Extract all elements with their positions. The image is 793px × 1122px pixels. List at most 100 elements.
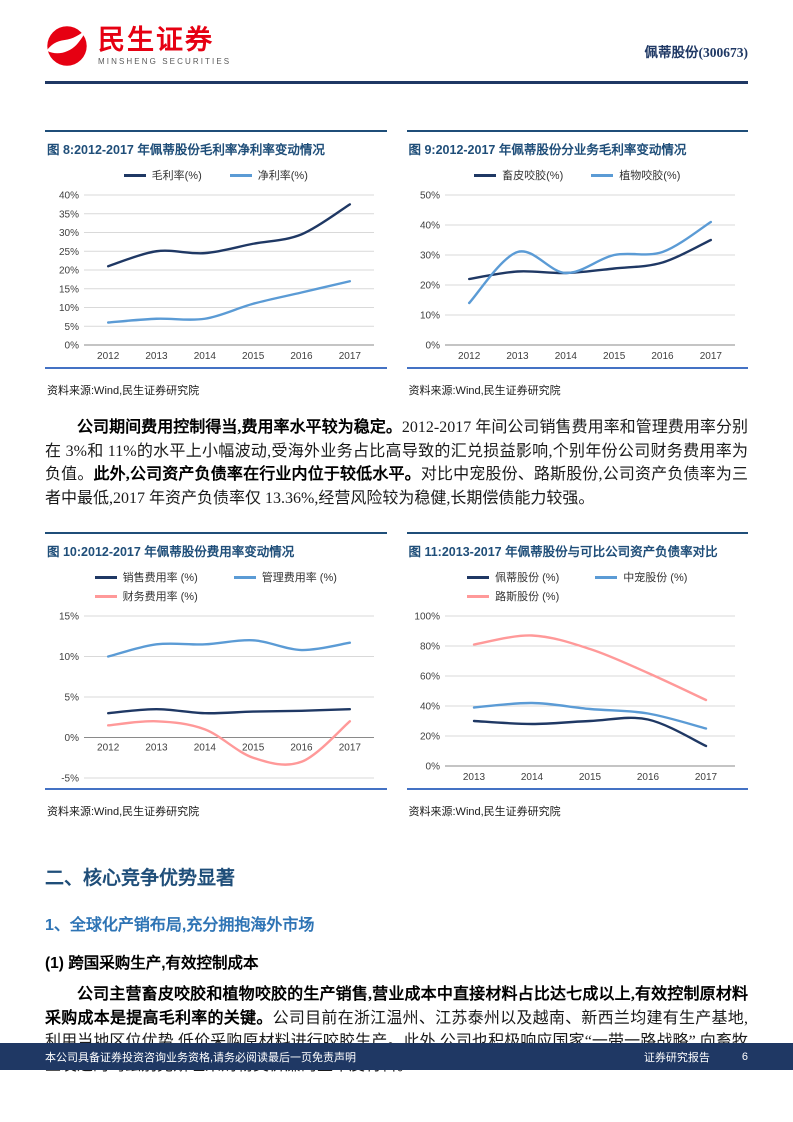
legend-line-swatch bbox=[467, 575, 490, 579]
chart-legend: 畜皮咬胶(%) 植物咬胶(%) bbox=[407, 165, 749, 185]
svg-text:50%: 50% bbox=[420, 191, 440, 202]
svg-text:2016: 2016 bbox=[290, 351, 313, 362]
line-chart: -5% 0% 5% 10% 15% 2012 2013 2014 2015 2016 2017 bbox=[59, 612, 374, 785]
legend-label: 销售费用率 (%) bbox=[122, 572, 198, 584]
svg-text:2014: 2014 bbox=[193, 351, 216, 362]
minsheng-logo: 民生证券 MINSHENG SECURITIES bbox=[45, 24, 231, 68]
logo-en-text: MINSHENG SECURITIES bbox=[98, 57, 232, 67]
svg-text:2014: 2014 bbox=[521, 772, 544, 783]
svg-text:2013: 2013 bbox=[145, 743, 168, 754]
svg-text:2014: 2014 bbox=[555, 351, 578, 362]
line-chart: 0% 20% 40% 60% 80% 100% 2013 2014 2015 2016 2017 bbox=[415, 612, 736, 783]
legend-label: 中宠股份 (%) bbox=[623, 572, 688, 584]
legend-item: 中宠股份 (%) bbox=[595, 569, 687, 585]
figure-9: 图 9:2012-2017 年佩蒂股份分业务毛利率变动情况 畜皮咬胶(%) 植物咬… bbox=[406, 130, 749, 398]
svg-text:2012: 2012 bbox=[458, 351, 481, 362]
legend-line-swatch bbox=[233, 575, 256, 579]
x-tick-labels: 2012 2013 2014 2015 2016 2017 bbox=[458, 351, 722, 362]
gridlines bbox=[83, 194, 374, 346]
subsubsection-heading: (1) 跨国采购生产,有效控制成本 bbox=[45, 955, 259, 972]
logo-cn-text: 民生证券 bbox=[98, 24, 214, 55]
svg-text:2015: 2015 bbox=[242, 351, 265, 362]
legend-label: 植物咬胶(%) bbox=[619, 170, 681, 182]
logo-text: 民生证券 MINSHENG SECURITIES bbox=[98, 24, 232, 67]
svg-text:15%: 15% bbox=[59, 612, 79, 623]
legend-label: 管理费用率 (%) bbox=[261, 572, 337, 584]
text: 对比中宠股份、路斯股份,公司资产负债率为三者中最低,2017 年资产负债率仅 1… bbox=[45, 466, 748, 507]
chart-title: 图 10:2012-2017 年佩蒂股份费用率变动情况 bbox=[47, 545, 295, 559]
chart-legend: 毛利率(%) 净利率(%) bbox=[45, 165, 387, 185]
chart-source: 资料来源:Wind,民生证券研究院 bbox=[408, 385, 561, 397]
legend-line-swatch bbox=[474, 173, 497, 177]
header-rule bbox=[45, 81, 748, 84]
section-heading: 二、核心竞争优势显著 bbox=[45, 868, 236, 889]
footer-right: 证券研究报告 6 bbox=[644, 1049, 748, 1065]
legend-line-swatch bbox=[229, 173, 252, 177]
svg-text:2015: 2015 bbox=[579, 772, 602, 783]
line-chart: 0%5%10%15%20%25%30%35%40%2012 2013 2014 201… bbox=[59, 191, 374, 362]
chart-box: 图 9:2012-2017 年佩蒂股份分业务毛利率变动情况 畜皮咬胶(%) 植物咬… bbox=[406, 130, 749, 369]
chart-title: 图 11:2013-2017 年佩蒂股份与可比公司资产负债率对比 bbox=[408, 545, 718, 559]
chart-box: 图 11:2013-2017 年佩蒂股份与可比公司资产负债率对比 佩蒂股份 (%… bbox=[406, 532, 748, 790]
legend-label: 佩蒂股份 (%) bbox=[495, 572, 560, 584]
report-header: 民生证券 MINSHENG SECURITIES 佩蒂股份(300673) bbox=[0, 0, 793, 68]
legend-label: 财务费用率 (%) bbox=[122, 591, 198, 603]
legend-item: 净利率(%) bbox=[229, 167, 308, 183]
svg-text:20%: 20% bbox=[420, 732, 440, 743]
svg-text:2017: 2017 bbox=[695, 772, 718, 783]
chart-source: 资料来源:Wind,民生证券研究院 bbox=[47, 385, 200, 397]
page-footer: 本公司具备证券投资咨询业务资格,请务必阅读最后一页免责声明 证券研究报告 6 bbox=[0, 1043, 793, 1070]
svg-text:5%: 5% bbox=[64, 693, 79, 704]
legend-label: 毛利率(%) bbox=[151, 170, 202, 182]
chart-box: 图 10:2012-2017 年佩蒂股份费用率变动情况 销售费用率 (%) 管理费… bbox=[45, 532, 387, 790]
legend-line-swatch bbox=[94, 594, 117, 598]
chart-legend: 销售费用率 (%) 管理费用率 (%) 财务费用率 (%) bbox=[45, 567, 387, 606]
svg-text:10%: 10% bbox=[420, 311, 440, 322]
legend-item: 路斯股份 (%) bbox=[467, 588, 559, 604]
footer-disclaimer: 本公司具备证券投资咨询业务资格,请务必阅读最后一页免责声明 bbox=[45, 1051, 357, 1064]
svg-text:25%: 25% bbox=[59, 247, 79, 258]
svg-text:2013: 2013 bbox=[507, 351, 530, 362]
svg-text:40%: 40% bbox=[420, 221, 440, 232]
legend-line-swatch bbox=[467, 594, 490, 598]
legend-line-swatch bbox=[591, 173, 614, 177]
chart-box: 图 8:2012-2017 年佩蒂股份毛利率净利率变动情况 毛利率(%) 净利率(… bbox=[45, 130, 387, 369]
svg-text:2016: 2016 bbox=[290, 743, 313, 754]
line-chart: 0%10%20%30%40%50%2012 2013 2014 2015 2016 201… bbox=[420, 191, 736, 362]
svg-text:30%: 30% bbox=[420, 251, 440, 262]
charts-row-1: 图 8:2012-2017 年佩蒂股份毛利率净利率变动情况 毛利率(%) 净利率(… bbox=[45, 130, 748, 398]
svg-text:20%: 20% bbox=[420, 281, 440, 292]
figure-8: 图 8:2012-2017 年佩蒂股份毛利率净利率变动情况 毛利率(%) 净利率(… bbox=[45, 130, 387, 398]
svg-text:2017: 2017 bbox=[338, 743, 361, 754]
x-tick-labels: 2012 2013 2014 2015 2016 2017 bbox=[97, 351, 361, 362]
stock-name: 佩蒂股份(300673) bbox=[644, 45, 749, 60]
svg-text:30%: 30% bbox=[59, 228, 79, 239]
series-lines bbox=[106, 203, 351, 324]
svg-text:10%: 10% bbox=[59, 652, 79, 663]
text-bold: 公司主营畜皮咬胶和植物咬胶的生产销售,营业成本中直接材料占比达七成以上,有效控制… bbox=[45, 986, 748, 1027]
svg-text:0%: 0% bbox=[64, 733, 79, 744]
svg-text:2012: 2012 bbox=[97, 743, 120, 754]
svg-text:40%: 40% bbox=[420, 702, 440, 713]
minsheng-logo-icon bbox=[46, 26, 87, 66]
gridlines bbox=[83, 615, 374, 779]
svg-text:0%: 0% bbox=[426, 762, 441, 773]
svg-text:80%: 80% bbox=[420, 642, 440, 653]
svg-text:2016: 2016 bbox=[652, 351, 675, 362]
figure-10: 图 10:2012-2017 年佩蒂股份费用率变动情况 销售费用率 (%) 管理费… bbox=[45, 532, 387, 819]
x-tick-labels: 2012 2013 2014 2015 2016 2017 bbox=[97, 743, 361, 754]
legend-item: 毛利率(%) bbox=[123, 167, 202, 183]
gridlines bbox=[445, 615, 736, 767]
legend-item: 佩蒂股份 (%) bbox=[467, 569, 559, 585]
svg-text:15%: 15% bbox=[59, 284, 79, 295]
svg-text:-5%: -5% bbox=[61, 774, 79, 785]
y-tick-labels: -5% 0% 5% 10% 15% bbox=[59, 612, 79, 785]
svg-text:20%: 20% bbox=[59, 266, 79, 277]
svg-text:2017: 2017 bbox=[700, 351, 723, 362]
legend-item: 管理费用率 (%) bbox=[233, 569, 337, 585]
y-tick-labels: 0% 10% 20% 30% 40% 50% bbox=[420, 191, 440, 352]
footer-report-type: 证券研究报告 bbox=[643, 1051, 710, 1064]
legend-line-swatch bbox=[595, 575, 618, 579]
subsection-heading: 1、全球化产销布局,充分拥抱海外市场 bbox=[45, 917, 315, 934]
svg-text:100%: 100% bbox=[415, 612, 441, 623]
